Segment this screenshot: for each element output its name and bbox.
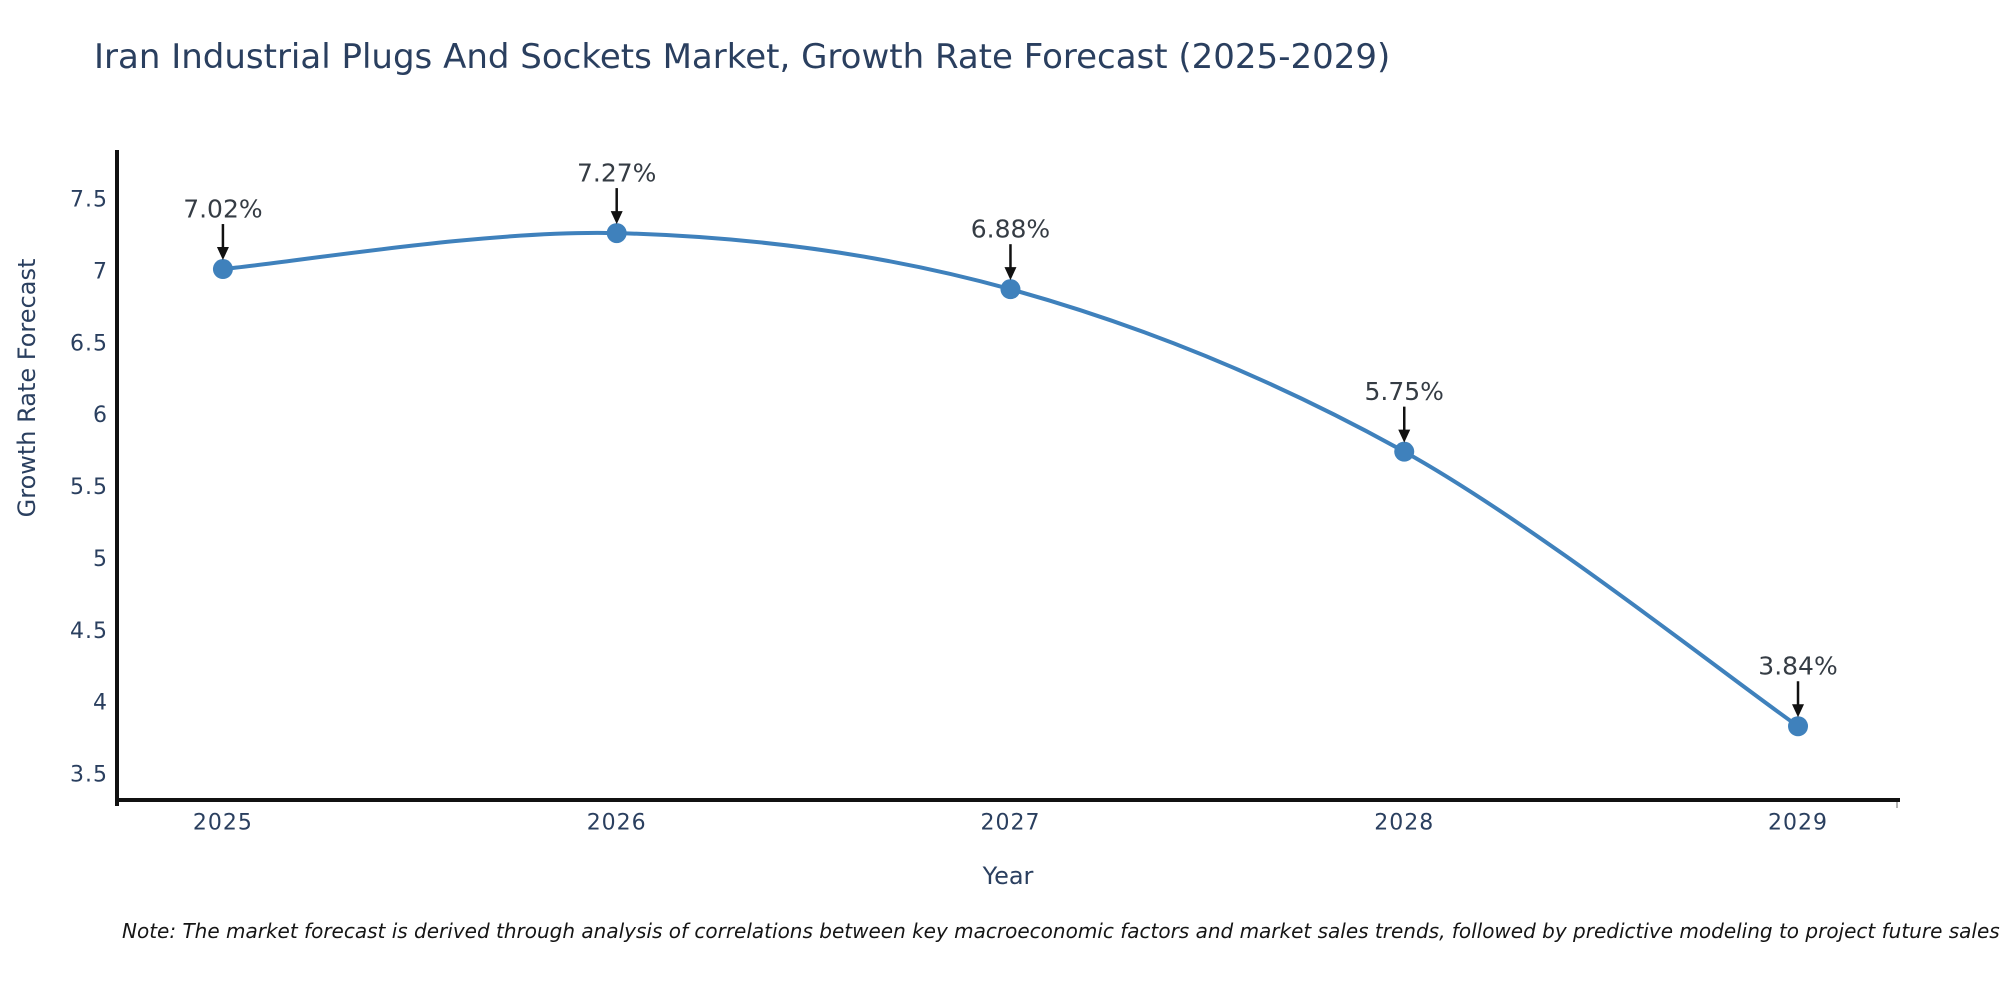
x-tick-label: 2025: [193, 811, 253, 836]
y-tick-label: 3.5: [70, 763, 108, 788]
annotation-arrowhead-icon: [1004, 267, 1017, 281]
x-axis-title: Year: [982, 862, 1034, 890]
annotation-arrowhead-icon: [216, 247, 229, 261]
data-point-marker[interactable]: [212, 259, 233, 280]
point-value-label: 7.27%: [577, 159, 656, 188]
y-tick-label: 7.5: [70, 188, 108, 213]
x-tick-label: 2026: [587, 811, 647, 836]
footnote: Note: The market forecast is derived thr…: [122, 919, 2000, 943]
annotation-arrowhead-icon: [1792, 704, 1805, 718]
y-tick-label: 5.5: [70, 475, 108, 500]
y-tick-label: 5: [93, 547, 108, 572]
point-value-label: 3.84%: [1758, 652, 1837, 681]
x-tick-label: 2027: [980, 811, 1040, 836]
point-value-label: 7.02%: [183, 195, 262, 224]
forecast-line: [222, 230, 1800, 728]
data-point-marker[interactable]: [1788, 716, 1809, 737]
annotation-arrowhead-icon: [610, 211, 623, 225]
x-tick-label: 2029: [1768, 811, 1828, 836]
point-value-label: 5.75%: [1365, 377, 1444, 406]
chart-title: Iran Industrial Plugs And Sockets Market…: [94, 37, 1391, 77]
annotation-arrowhead-icon: [1398, 429, 1411, 443]
y-tick-label: 6.5: [70, 331, 108, 356]
data-point-marker[interactable]: [606, 223, 627, 244]
data-point-marker[interactable]: [1394, 441, 1415, 462]
y-tick-label: 6: [93, 403, 108, 428]
point-value-label: 6.88%: [971, 215, 1050, 244]
x-tick-label: 2028: [1374, 811, 1434, 836]
y-tick-label: 4: [93, 691, 108, 716]
y-tick-label: 4.5: [70, 619, 108, 644]
y-tick-label: 7: [93, 259, 108, 284]
data-point-marker[interactable]: [1000, 279, 1021, 300]
